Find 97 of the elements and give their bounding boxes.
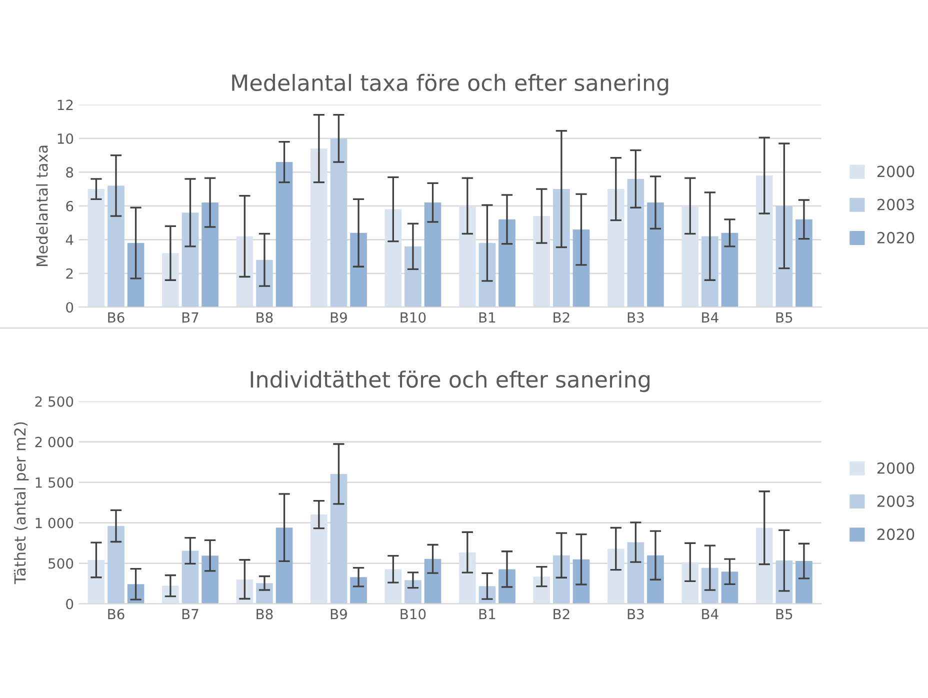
y-tick-label: 500 — [48, 558, 74, 569]
bar — [647, 555, 664, 604]
bar — [384, 209, 402, 308]
bar — [88, 189, 105, 308]
bar — [384, 569, 402, 604]
bar — [350, 577, 367, 604]
bar — [776, 560, 793, 604]
x-tick-label: B3 — [628, 312, 644, 323]
bar — [682, 206, 699, 308]
bar — [607, 189, 624, 308]
bar — [127, 243, 144, 308]
bar — [202, 202, 218, 308]
legend-label: 2000 — [877, 166, 914, 178]
y-tick-label: 10 — [58, 133, 74, 144]
bar — [458, 552, 476, 604]
bar — [702, 236, 718, 308]
bar — [276, 162, 293, 308]
bar — [202, 556, 218, 604]
bar — [330, 474, 348, 604]
bar — [756, 176, 773, 308]
legend-label: 2000 — [877, 462, 914, 474]
x-tick-label: B8 — [256, 608, 273, 620]
x-tick-label: B4 — [702, 609, 718, 620]
bar — [162, 253, 179, 308]
y-tick-label: 12 — [58, 100, 73, 110]
bar — [776, 206, 793, 308]
bar — [404, 580, 422, 604]
y-tick-label: 8 — [66, 167, 74, 178]
x-tick-label: B2 — [554, 312, 570, 323]
bar — [88, 560, 105, 604]
chart-title: Medelantal taxa före och efter sanering — [232, 74, 668, 96]
x-tick-label: B6 — [108, 608, 124, 620]
bar — [182, 212, 199, 308]
y-tick-label: 2 — [66, 268, 73, 279]
bar — [236, 236, 254, 308]
y-axis-title: Täthet (antal per m2) — [14, 422, 29, 584]
bar — [627, 178, 644, 308]
x-tick-label: B7 — [182, 609, 198, 620]
x-tick-label: B10 — [400, 608, 426, 620]
bar — [553, 189, 570, 308]
y-tick-label: 0 — [66, 598, 74, 610]
bar — [721, 572, 738, 604]
bar — [350, 232, 367, 308]
x-tick-label: B5 — [776, 312, 792, 323]
bar — [108, 186, 124, 308]
bar — [756, 528, 773, 604]
bar — [533, 216, 550, 308]
y-tick-label: 2 500 — [35, 396, 74, 407]
bar — [310, 514, 328, 604]
bar — [424, 202, 442, 308]
x-tick-label: B2 — [554, 608, 570, 620]
legend-label: 2020 — [877, 232, 914, 244]
x-tick-label: B7 — [182, 312, 198, 323]
legend-label: 2003 — [877, 495, 914, 507]
bar — [627, 542, 644, 604]
bar — [682, 562, 699, 604]
chart-title: Individtäthet före och efter sanering — [250, 370, 650, 392]
bar — [330, 138, 348, 308]
bar — [404, 246, 422, 308]
bar — [478, 243, 496, 308]
legend-label: 2020 — [877, 528, 914, 540]
bar — [276, 528, 293, 604]
y-tick-label: 6 — [66, 200, 74, 212]
bar — [796, 561, 812, 604]
x-tick-label: B6 — [108, 312, 124, 323]
y-tick-label: 1 500 — [36, 477, 74, 488]
x-tick-label: B4 — [702, 312, 718, 323]
x-tick-label: B1 — [479, 312, 496, 323]
bar — [498, 219, 516, 308]
bar — [721, 232, 738, 308]
y-tick-label: 1 000 — [36, 518, 74, 528]
bar — [256, 583, 273, 604]
bar — [572, 230, 590, 308]
bar — [796, 219, 812, 308]
bar — [458, 206, 476, 308]
bar — [647, 202, 664, 308]
bar — [553, 555, 570, 604]
x-tick-label: B5 — [776, 609, 792, 620]
x-tick-label: B9 — [330, 608, 347, 620]
bar — [607, 548, 624, 604]
x-tick-label: B10 — [400, 312, 426, 323]
x-tick-label: B8 — [256, 312, 273, 323]
bar — [256, 260, 273, 308]
x-tick-label: B9 — [330, 312, 347, 323]
bar — [182, 550, 199, 604]
x-tick-label: B3 — [628, 608, 644, 620]
bar — [108, 526, 124, 604]
y-tick-label: 4 — [66, 234, 74, 245]
y-tick-label: 0 — [66, 302, 74, 313]
y-axis-title: Medelantal taxa — [36, 146, 48, 266]
bar — [533, 576, 550, 604]
y-tick-label: 2 000 — [35, 436, 74, 448]
bar — [424, 558, 442, 604]
bar — [572, 559, 590, 604]
bar — [310, 148, 328, 308]
legend-label: 2003 — [877, 198, 914, 210]
x-tick-label: B1 — [479, 609, 496, 620]
